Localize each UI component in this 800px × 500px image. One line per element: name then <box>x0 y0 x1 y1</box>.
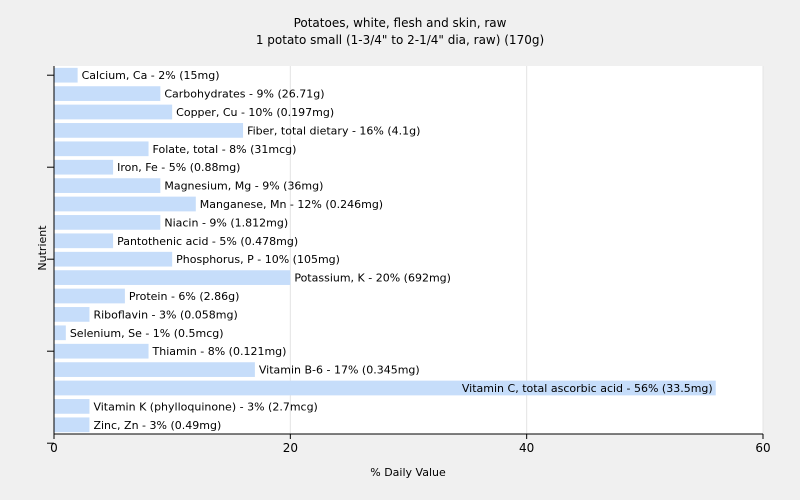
bar-layer: Calcium, Ca - 2% (15mg) Carbohydrates - 9… <box>54 67 716 433</box>
bar <box>54 233 114 249</box>
bar <box>54 417 90 433</box>
bar-label: Vitamin B-6 - 17% (0.345mg) <box>259 364 420 377</box>
bar-label: Niacin - 9% (1.812mg) <box>164 216 288 229</box>
bar-label: Folate, total - 8% (31mcg) <box>153 143 297 156</box>
bar-label: Thiamin - 8% (0.121mg) <box>152 345 287 358</box>
bar-label: Riboflavin - 3% (0.058mg) <box>93 308 237 321</box>
bar <box>54 270 291 285</box>
chart-title: Potatoes, white, flesh and skin, raw <box>294 16 507 30</box>
x-tick-label-0: 0 <box>50 441 58 455</box>
x-tick-label-2: 40 <box>519 441 534 455</box>
grid-layer <box>289 66 764 434</box>
bar <box>54 104 173 120</box>
bar <box>54 288 125 304</box>
bar-label: Potassium, K - 20% (692mg) <box>294 272 451 285</box>
bar-label: Magnesium, Mg - 9% (36mg) <box>164 180 323 193</box>
x-axis-title: % Daily Value <box>370 466 446 479</box>
bar <box>54 141 149 157</box>
x-tick-label-3: 60 <box>755 441 770 455</box>
y-axis-title: Nutrient <box>36 225 49 271</box>
bar-label: Selenium, Se - 1% (0.5mcg) <box>70 327 224 340</box>
bar <box>54 251 173 267</box>
bar <box>54 123 244 138</box>
bar <box>54 67 78 83</box>
bar-label: Iron, Fe - 5% (0.88mg) <box>117 161 240 174</box>
bar <box>54 159 114 175</box>
bar <box>54 307 90 322</box>
axis-layer: 0 20 40 60 <box>47 66 771 455</box>
chart-subtitle: 1 potato small (1-3/4" to 2-1/4" dia, ra… <box>256 33 544 47</box>
bar-label: Zinc, Zn - 3% (0.49mg) <box>93 419 221 432</box>
plot-area <box>54 66 763 434</box>
bar-label: Phosphorus, P - 10% (105mg) <box>176 253 340 266</box>
bar-label: Copper, Cu - 10% (0.197mg) <box>176 106 334 119</box>
bar <box>54 196 196 212</box>
bar <box>54 325 66 341</box>
bar-label: Manganese, Mn - 12% (0.246mg) <box>200 198 383 211</box>
bar <box>54 178 161 193</box>
bar-label: Vitamin K (phylloquinone) - 3% (2.7mcg) <box>93 400 317 413</box>
bar <box>54 343 149 359</box>
bar <box>54 399 90 414</box>
bar-label: Fiber, total dietary - 16% (4.1g) <box>247 124 420 137</box>
bar <box>54 215 161 230</box>
bar-label: Vitamin C, total ascorbic acid - 56% (33… <box>462 382 713 395</box>
bar-label: Carbohydrates - 9% (26.71g) <box>164 88 324 101</box>
bar-label: Protein - 6% (2.86g) <box>129 290 240 303</box>
bar <box>54 86 161 101</box>
bar-label: Calcium, Ca - 2% (15mg) <box>82 69 220 82</box>
bar <box>54 362 255 377</box>
bar-label: Pantothenic acid - 5% (0.478mg) <box>117 235 298 248</box>
bar <box>54 380 716 396</box>
x-tick-label-1: 20 <box>283 441 298 455</box>
